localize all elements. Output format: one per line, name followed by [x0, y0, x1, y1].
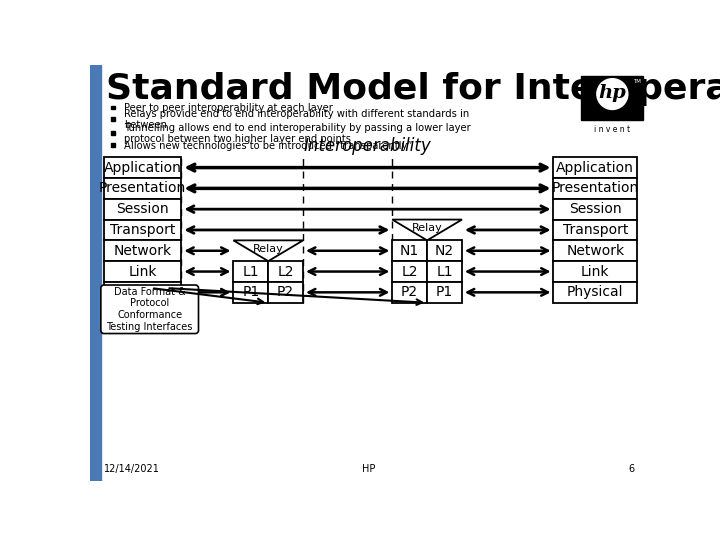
Bar — [104, 220, 181, 240]
Text: HP: HP — [362, 464, 376, 475]
Text: N1: N1 — [400, 244, 419, 258]
Bar — [104, 178, 181, 199]
Text: L2: L2 — [277, 265, 294, 279]
Text: Relays provide end to end interoperability with different standards in
between: Relays provide end to end interoperabili… — [124, 109, 469, 130]
Text: Link: Link — [581, 265, 610, 279]
Text: Session: Session — [569, 202, 621, 216]
Text: Peer to peer interoperability at each layer: Peer to peer interoperability at each la… — [124, 103, 333, 113]
Text: Data Format &
Protocol
Conformance
Testing Interfaces: Data Format & Protocol Conformance Testi… — [107, 287, 193, 332]
Text: Network: Network — [114, 244, 172, 258]
Text: 12/14/2021: 12/14/2021 — [104, 464, 160, 475]
Bar — [427, 282, 462, 303]
Bar — [104, 261, 181, 282]
Text: P1: P1 — [242, 285, 259, 299]
Bar — [392, 282, 427, 303]
Text: Transport: Transport — [110, 223, 176, 237]
Bar — [554, 178, 637, 199]
Bar — [104, 282, 181, 303]
Polygon shape — [233, 240, 303, 261]
Text: L1: L1 — [436, 265, 453, 279]
Circle shape — [597, 79, 628, 110]
Text: Network: Network — [566, 244, 624, 258]
Text: P2: P2 — [401, 285, 418, 299]
Bar — [111, 131, 114, 135]
Text: Standard Model for Interoperability: Standard Model for Interoperability — [106, 72, 720, 106]
Text: L1: L1 — [243, 265, 259, 279]
Bar — [104, 157, 181, 178]
Text: Presentation: Presentation — [552, 181, 639, 195]
Polygon shape — [392, 220, 462, 240]
Bar — [392, 261, 427, 282]
Text: 6: 6 — [628, 464, 634, 475]
Bar — [554, 220, 637, 240]
Bar — [104, 240, 181, 261]
FancyBboxPatch shape — [101, 285, 199, 334]
Text: Relay: Relay — [253, 244, 284, 254]
Bar — [554, 240, 637, 261]
Text: TM: TM — [633, 79, 641, 84]
Bar — [554, 261, 637, 282]
Text: Interoperability: Interoperability — [304, 137, 431, 155]
Bar — [104, 199, 181, 220]
Text: P2: P2 — [277, 285, 294, 299]
Bar — [581, 76, 644, 120]
Bar — [392, 240, 427, 261]
Text: Transport: Transport — [562, 223, 628, 237]
Bar — [554, 157, 637, 178]
Bar — [111, 143, 114, 147]
Bar — [269, 282, 303, 303]
Bar — [554, 282, 637, 303]
Bar — [554, 199, 637, 220]
Bar — [111, 106, 114, 110]
Text: P1: P1 — [436, 285, 453, 299]
Text: Tunnelling allows end to end interoperability by passing a lower layer
protocol : Tunnelling allows end to end interoperab… — [124, 123, 471, 144]
Bar — [233, 261, 269, 282]
Bar — [427, 240, 462, 261]
Bar — [269, 261, 303, 282]
Text: Application: Application — [104, 160, 181, 174]
Text: Relay: Relay — [412, 223, 443, 233]
Text: i n v e n t: i n v e n t — [594, 125, 631, 134]
Text: Session: Session — [117, 202, 169, 216]
Bar — [427, 261, 462, 282]
Text: Physical: Physical — [114, 285, 171, 299]
Text: Presentation: Presentation — [99, 181, 186, 195]
Text: L2: L2 — [402, 265, 418, 279]
Text: hp: hp — [598, 84, 626, 102]
Text: Application: Application — [557, 160, 634, 174]
Bar — [90, 65, 101, 481]
Text: N2: N2 — [435, 244, 454, 258]
Text: Allows new technologies to be introduced “transparently”: Allows new technologies to be introduced… — [124, 140, 413, 151]
Text: Link: Link — [128, 265, 157, 279]
Bar — [233, 282, 269, 303]
Bar — [111, 117, 114, 121]
Text: Physical: Physical — [567, 285, 624, 299]
